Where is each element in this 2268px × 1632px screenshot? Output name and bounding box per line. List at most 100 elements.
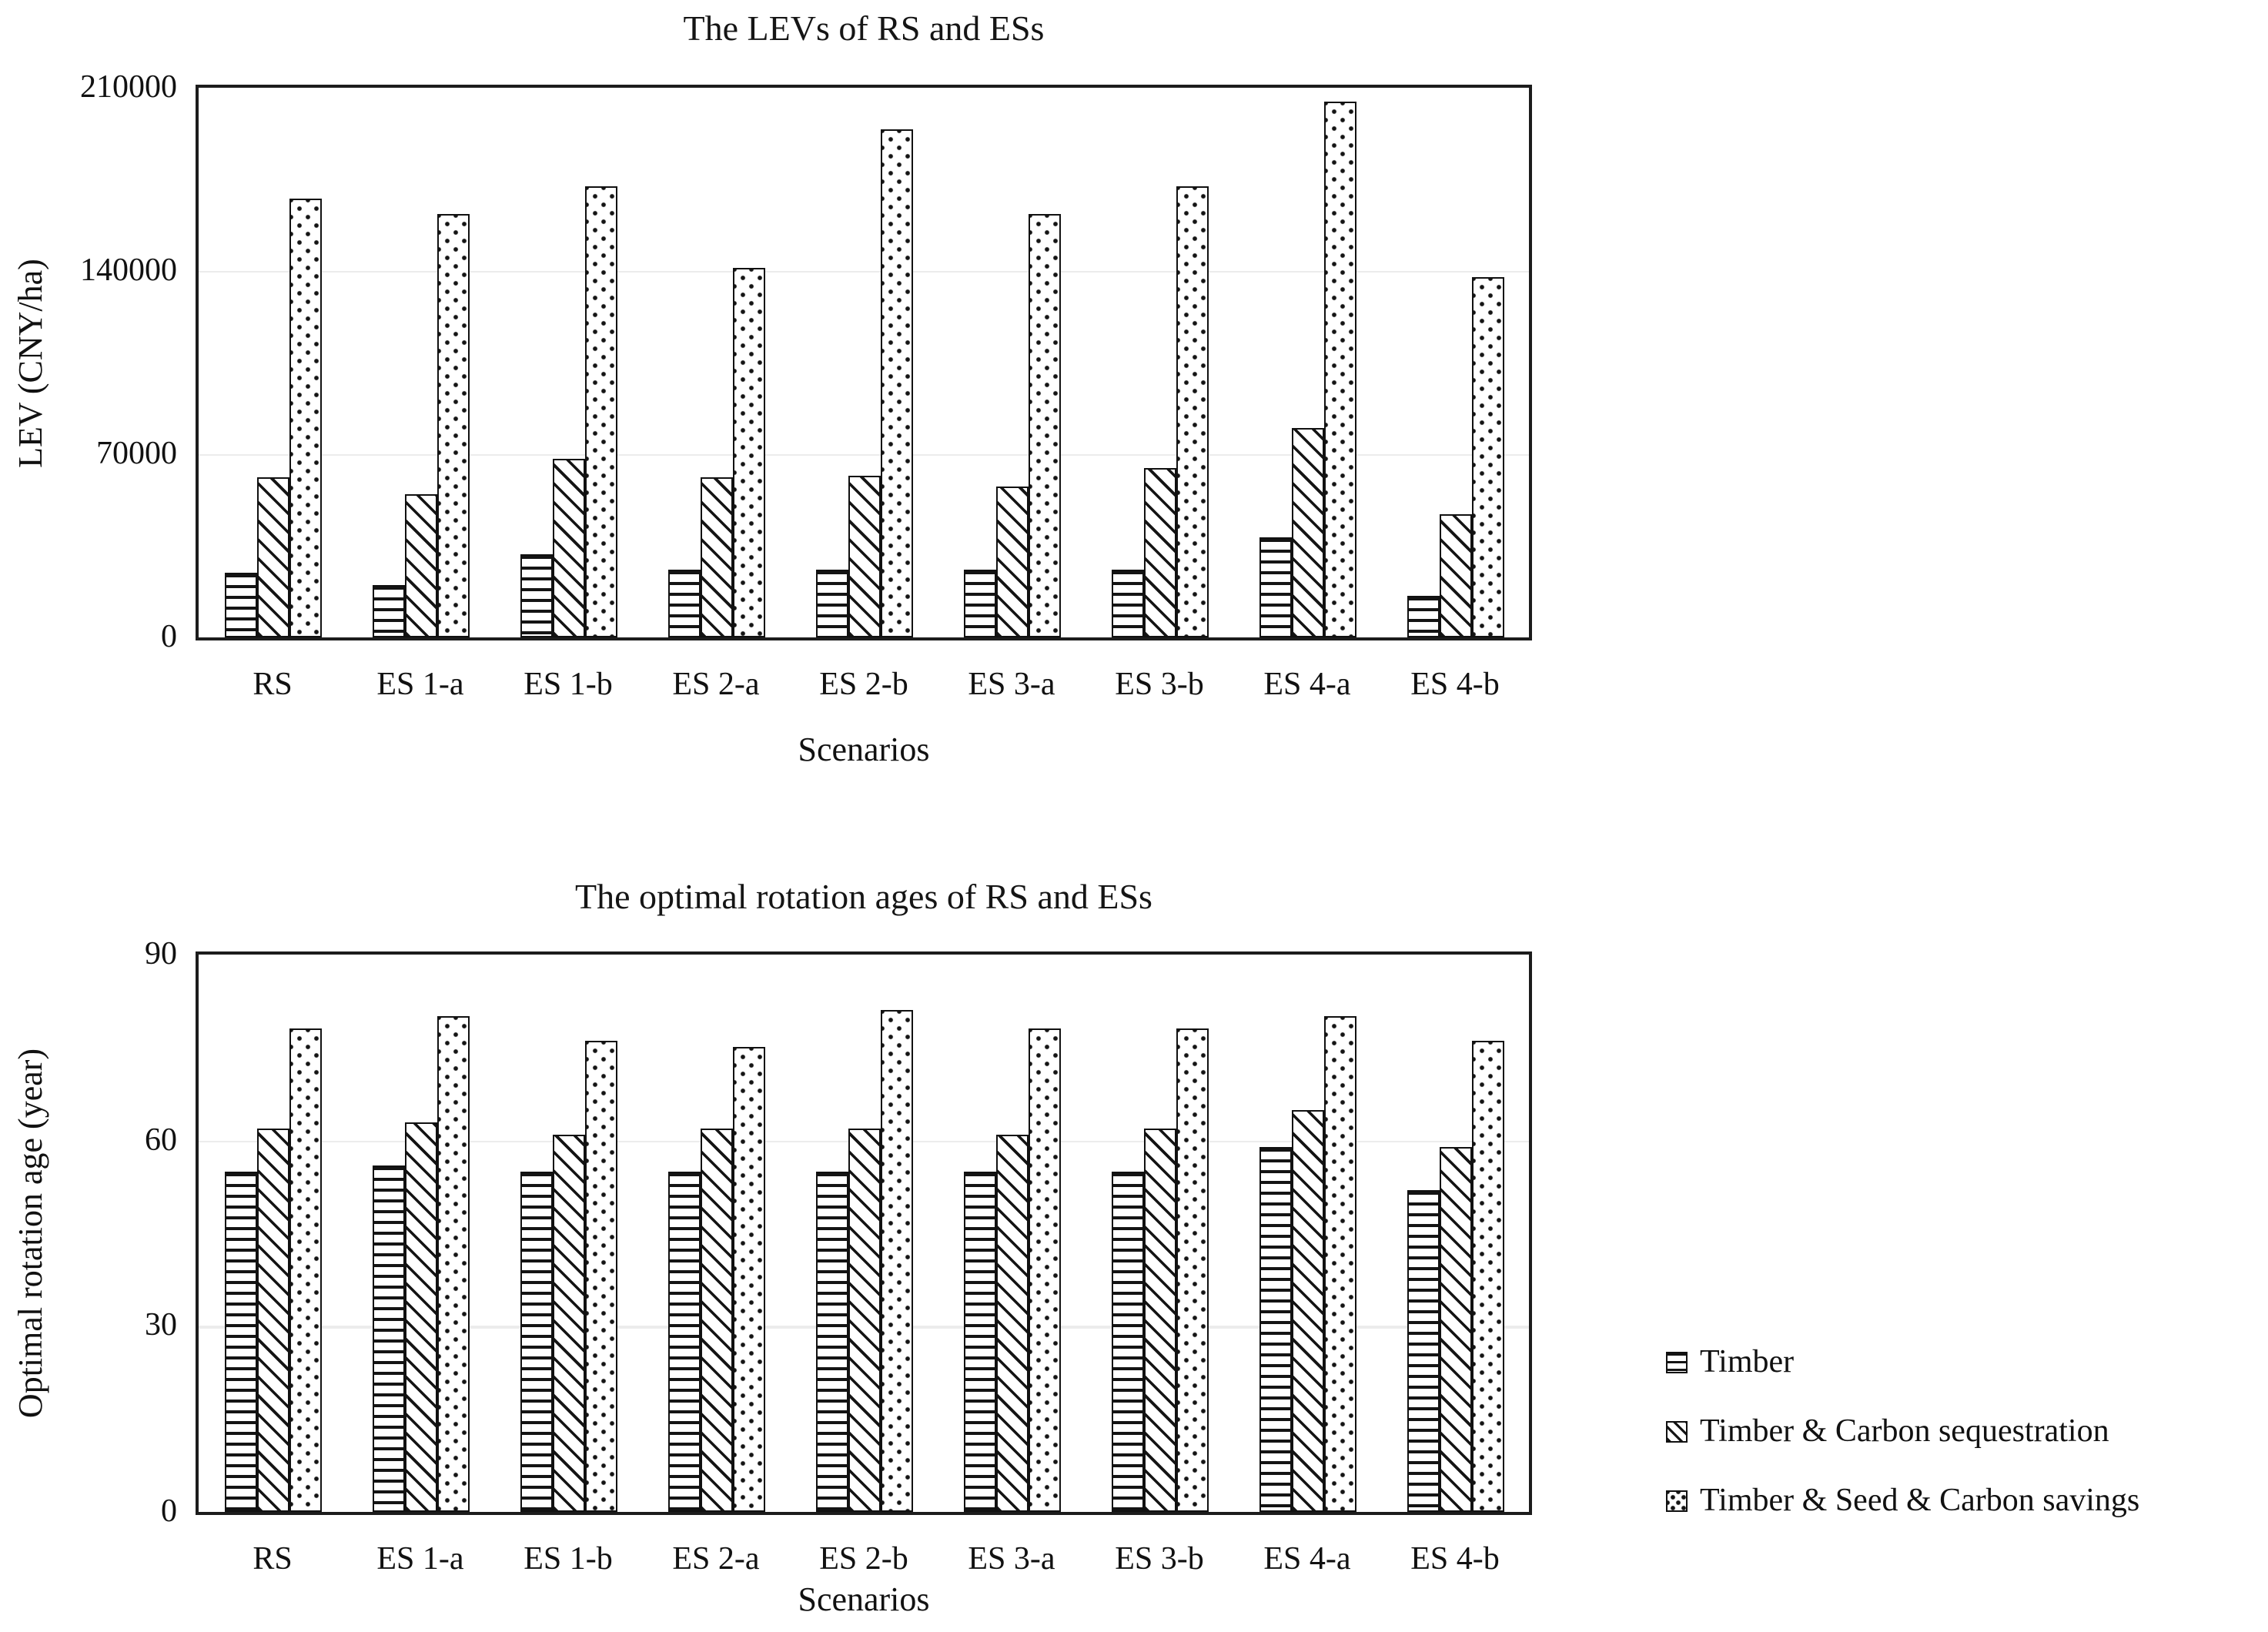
- x-category-label-ES1-b: ES 1-b: [524, 665, 613, 702]
- legend-label: Timber & Carbon sequestration: [1700, 1412, 2109, 1449]
- bar-ES2-a-series1: [700, 1128, 732, 1512]
- bar-ES2-a-series0: [667, 569, 700, 637]
- bar-ES2-b-series1: [848, 476, 880, 637]
- bar-ES3-a-series2: [1028, 214, 1060, 637]
- x-category-label-ES3-a: ES 3-a: [968, 1540, 1055, 1577]
- bar-ES4-b-series0: [1407, 595, 1439, 637]
- legend-item-2: Timber & Seed & Carbon savings: [1666, 1481, 2139, 1520]
- bar-ES1-a-series0: [372, 1165, 404, 1512]
- bar-ES3-a-series1: [995, 1134, 1028, 1512]
- bar-ES1-b-series0: [520, 553, 552, 637]
- bar-ES2-b-series1: [848, 1128, 880, 1512]
- bar-ES4-a-series0: [1259, 1146, 1291, 1512]
- bar-RS-series2: [289, 1028, 321, 1512]
- y-tick-label-0: 0: [161, 1492, 177, 1529]
- bar-ES1-a-series1: [404, 1122, 437, 1512]
- rotation-chart-title: The optimal rotation ages of RS and ESs: [575, 878, 1152, 916]
- bar-RS-series1: [256, 477, 289, 637]
- bar-ES2-a-series1: [700, 477, 732, 637]
- y-tick-label-60: 60: [145, 1120, 177, 1158]
- lev-chart-title: The LEVs of RS and ESs: [683, 9, 1045, 48]
- bar-ES1-b-series2: [584, 186, 617, 637]
- bar-ES1-b-series0: [520, 1171, 552, 1512]
- diagonal-lines-pattern-swatch: [1666, 1420, 1688, 1442]
- bar-ES2-a-series0: [667, 1171, 700, 1512]
- bar-ES2-b-series0: [815, 569, 848, 637]
- gridline-140000: [199, 271, 1529, 273]
- bar-RS-series0: [224, 572, 256, 637]
- gridline-70000: [199, 454, 1529, 456]
- y-tick-label-30: 30: [145, 1306, 177, 1343]
- y-tick-label-0: 0: [161, 617, 177, 654]
- x-category-label-ES3-b: ES 3-b: [1115, 1540, 1204, 1577]
- x-category-label-ES4-b: ES 4-b: [1410, 665, 1500, 702]
- x-category-label-ES2-b: ES 2-b: [819, 665, 908, 702]
- bar-ES4-a-series0: [1259, 537, 1291, 637]
- bar-ES1-b-series1: [552, 1134, 584, 1512]
- bar-RS-series1: [256, 1128, 289, 1512]
- horizontal-lines-pattern-swatch: [1666, 1351, 1688, 1373]
- bar-ES3-b-series0: [1111, 1171, 1143, 1512]
- x-category-label-ES1-a: ES 1-a: [376, 665, 464, 702]
- bar-ES4-b-series2: [1471, 1041, 1504, 1512]
- x-category-label-ES1-b: ES 1-b: [524, 1540, 613, 1577]
- bar-ES4-a-series1: [1291, 428, 1323, 637]
- lev-plot-area: [196, 85, 1532, 640]
- bar-ES3-a-series1: [995, 487, 1028, 637]
- x-category-label-ES2-a: ES 2-a: [672, 1540, 760, 1577]
- legend-item-0: Timber: [1666, 1343, 1794, 1381]
- bar-ES1-a-series1: [404, 493, 437, 637]
- bar-ES2-b-series0: [815, 1171, 848, 1512]
- y-tick-label-70000: 70000: [96, 434, 177, 471]
- bar-ES4-b-series0: [1407, 1189, 1439, 1512]
- x-category-label-RS: RS: [253, 665, 293, 702]
- bar-ES3-a-series2: [1028, 1028, 1060, 1512]
- bar-ES2-a-series2: [732, 1047, 764, 1512]
- rotation-y-axis-label: Optimal rotation age (year): [11, 1048, 49, 1419]
- bar-ES4-b-series2: [1471, 277, 1504, 637]
- lev-x-axis-label: Scenarios: [798, 730, 930, 768]
- x-category-label-ES4-a: ES 4-a: [1263, 665, 1351, 702]
- legend-label: Timber: [1700, 1343, 1795, 1380]
- bar-ES1-a-series2: [437, 214, 469, 637]
- bar-ES3-b-series2: [1176, 186, 1208, 637]
- rotation-x-axis-label: Scenarios: [798, 1580, 930, 1618]
- dots-pattern-swatch: [1666, 1490, 1688, 1511]
- bar-ES4-b-series1: [1439, 1146, 1471, 1512]
- x-category-label-ES3-b: ES 3-b: [1115, 665, 1204, 702]
- bar-ES2-a-series2: [732, 268, 764, 637]
- bar-ES4-a-series2: [1323, 1016, 1356, 1512]
- bar-ES4-a-series2: [1323, 101, 1356, 637]
- y-tick-label-90: 90: [145, 935, 177, 972]
- bar-ES2-b-series2: [880, 129, 912, 637]
- bar-ES4-a-series1: [1291, 1109, 1323, 1512]
- bar-ES3-b-series2: [1176, 1028, 1208, 1512]
- x-category-label-ES4-b: ES 4-b: [1410, 1540, 1500, 1577]
- bar-ES3-a-series0: [963, 1171, 995, 1512]
- legend-item-1: Timber & Carbon sequestration: [1666, 1412, 2109, 1450]
- bar-ES1-a-series0: [372, 585, 404, 637]
- bar-ES3-a-series0: [963, 569, 995, 637]
- bar-ES4-b-series1: [1439, 514, 1471, 637]
- bar-ES3-b-series1: [1143, 1128, 1176, 1512]
- y-tick-label-140000: 140000: [80, 251, 177, 288]
- legend-label: Timber & Seed & Carbon savings: [1700, 1481, 2140, 1518]
- bar-RS-series2: [289, 199, 321, 637]
- bar-ES1-b-series1: [552, 459, 584, 637]
- bar-ES2-b-series2: [880, 1010, 912, 1512]
- bar-RS-series0: [224, 1171, 256, 1512]
- y-tick-label-210000: 210000: [80, 68, 177, 105]
- x-category-label-ES1-a: ES 1-a: [376, 1540, 464, 1577]
- x-category-label-ES3-a: ES 3-a: [968, 665, 1055, 702]
- x-category-label-RS: RS: [253, 1540, 293, 1577]
- bar-ES1-b-series2: [584, 1041, 617, 1512]
- x-category-label-ES2-a: ES 2-a: [672, 665, 760, 702]
- x-category-label-ES2-b: ES 2-b: [819, 1540, 908, 1577]
- bar-ES3-b-series0: [1111, 569, 1143, 637]
- bar-ES1-a-series2: [437, 1016, 469, 1512]
- x-category-label-ES4-a: ES 4-a: [1263, 1540, 1351, 1577]
- rotation-plot-area: [196, 951, 1532, 1515]
- bar-ES3-b-series1: [1143, 467, 1176, 637]
